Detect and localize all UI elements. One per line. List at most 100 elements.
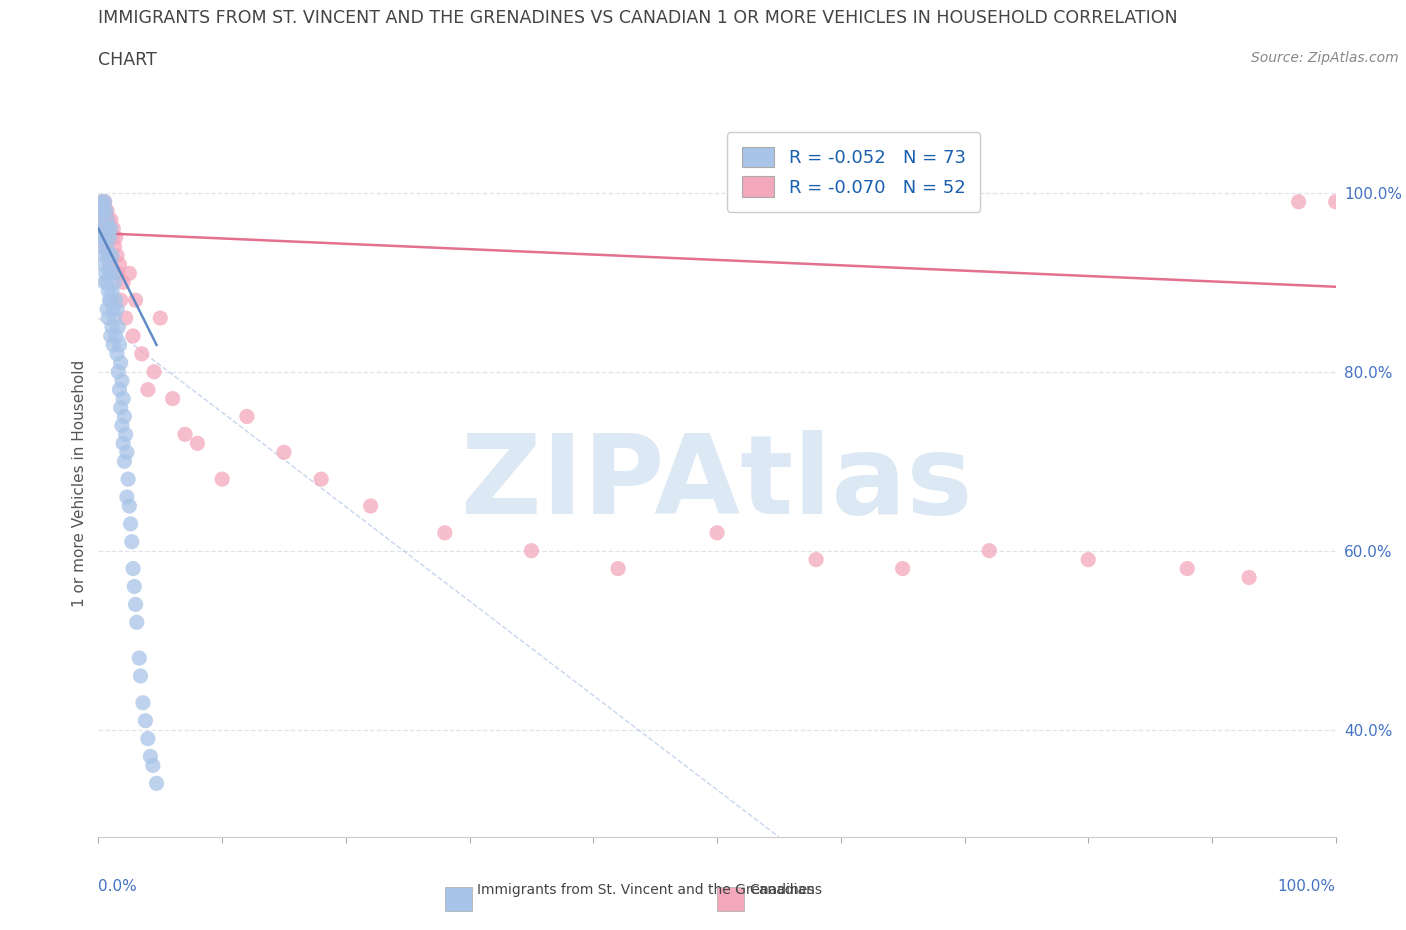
Point <box>1237 570 1260 585</box>
Point <box>94 204 117 219</box>
Point <box>520 543 543 558</box>
Point <box>131 347 153 362</box>
Text: 0.0%: 0.0% <box>98 880 138 895</box>
Text: 100.0%: 100.0% <box>1278 880 1336 895</box>
Text: ZIPAtlas: ZIPAtlas <box>461 430 973 538</box>
Point <box>107 365 129 379</box>
Point <box>115 489 138 504</box>
Point <box>111 373 134 388</box>
Point <box>128 651 150 666</box>
Point <box>93 194 115 209</box>
Point <box>124 293 146 308</box>
Point <box>112 436 135 451</box>
Point <box>94 212 117 227</box>
Point <box>93 221 115 236</box>
Point <box>96 275 118 290</box>
Text: CHART: CHART <box>98 51 157 69</box>
Point <box>891 561 914 576</box>
Point <box>91 239 114 254</box>
Point <box>103 311 125 325</box>
Point <box>101 284 124 299</box>
Point <box>93 230 115 245</box>
Point <box>121 535 143 550</box>
Point <box>149 311 172 325</box>
Point <box>98 230 121 245</box>
Y-axis label: 1 or more Vehicles in Household: 1 or more Vehicles in Household <box>72 360 87 607</box>
Point <box>186 436 208 451</box>
Point <box>96 204 118 219</box>
Point <box>101 230 124 245</box>
Point <box>97 284 120 299</box>
Point <box>90 204 112 219</box>
Point <box>162 392 184 406</box>
Text: IMMIGRANTS FROM ST. VINCENT AND THE GRENADINES VS CANADIAN 1 OR MORE VEHICLES IN: IMMIGRANTS FROM ST. VINCENT AND THE GREN… <box>98 9 1178 27</box>
Point <box>122 328 145 343</box>
Point <box>134 713 156 728</box>
Point <box>91 194 114 209</box>
Point <box>98 266 121 281</box>
Point <box>100 293 122 308</box>
Point <box>97 221 120 236</box>
Point <box>96 239 118 254</box>
Point <box>125 615 148 630</box>
Point <box>96 212 118 227</box>
Point <box>97 248 120 263</box>
Point <box>142 758 165 773</box>
Point <box>1077 552 1099 567</box>
Point <box>103 301 125 316</box>
Point <box>100 221 122 236</box>
Point <box>118 498 141 513</box>
Point <box>211 472 233 486</box>
Point <box>93 204 115 219</box>
Point <box>98 221 121 236</box>
Point <box>124 579 146 594</box>
Point <box>103 266 125 281</box>
Point <box>94 266 117 281</box>
Point <box>979 543 1001 558</box>
Point <box>433 525 456 540</box>
Point <box>104 293 127 308</box>
Point <box>103 221 125 236</box>
Point <box>174 427 197 442</box>
Point <box>101 248 124 263</box>
Point <box>93 275 115 290</box>
Point <box>139 749 162 764</box>
Point <box>309 472 332 486</box>
Point <box>104 230 127 245</box>
Point <box>100 212 122 227</box>
Text: Source: ZipAtlas.com: Source: ZipAtlas.com <box>1251 51 1399 65</box>
Point <box>804 552 827 567</box>
Point <box>114 311 136 325</box>
Point <box>236 409 259 424</box>
Point <box>124 597 146 612</box>
Bar <box>717 887 744 911</box>
Point <box>91 194 114 209</box>
Point <box>108 382 131 397</box>
Point <box>93 257 115 272</box>
Point <box>107 320 129 335</box>
Point <box>1324 194 1347 209</box>
Point <box>115 445 138 459</box>
Point <box>110 293 132 308</box>
Point <box>117 472 139 486</box>
Point <box>103 275 125 290</box>
Point <box>103 338 125 352</box>
Point <box>114 427 136 442</box>
Text: Canadians: Canadians <box>749 883 823 897</box>
Point <box>100 248 122 263</box>
Point <box>360 498 382 513</box>
Point <box>91 212 114 227</box>
Point <box>143 365 166 379</box>
Point <box>112 409 135 424</box>
Point <box>132 696 155 711</box>
Point <box>110 355 132 370</box>
Point <box>93 221 115 236</box>
Point <box>97 212 120 227</box>
Point <box>93 204 115 219</box>
Point <box>129 669 152 684</box>
Point <box>108 257 131 272</box>
Point <box>97 248 120 263</box>
Point <box>1175 561 1198 576</box>
Point <box>122 561 145 576</box>
Point <box>98 257 121 272</box>
